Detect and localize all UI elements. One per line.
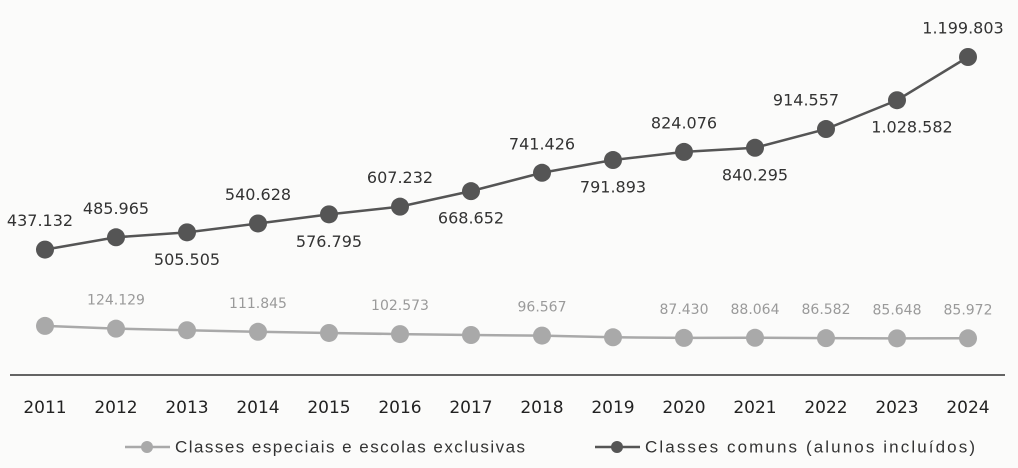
data-point: [675, 328, 693, 347]
x-tick-label: 2017: [449, 398, 492, 418]
data-label: 86.582: [802, 302, 851, 318]
data-point: [533, 163, 551, 182]
data-label: 791.893: [580, 178, 646, 197]
data-point: [675, 142, 693, 161]
data-point: [817, 120, 835, 139]
data-label: 96.567: [518, 300, 567, 316]
x-tick-label: 2014: [236, 398, 279, 418]
x-tick-label: 2020: [662, 398, 705, 418]
data-point: [888, 91, 906, 110]
data-label: 607.232: [367, 168, 433, 187]
x-tick-label: 2024: [946, 398, 989, 418]
data-point: [533, 326, 551, 345]
data-label: 824.076: [651, 113, 717, 132]
data-label: 576.795: [296, 232, 362, 251]
legend-marker: [141, 441, 153, 453]
data-point: [604, 151, 622, 170]
data-label: 124.129: [87, 293, 145, 309]
data-label: 741.426: [509, 134, 575, 153]
data-point: [36, 316, 54, 335]
data-label: 840.295: [722, 165, 788, 184]
data-point: [107, 228, 125, 247]
x-tick-label: 2023: [875, 398, 918, 418]
x-tick-label: 2016: [378, 398, 421, 418]
series-line: [44, 324, 969, 340]
data-label: 485.965: [83, 199, 149, 218]
data-point: [391, 197, 409, 216]
x-tick-label: 2013: [165, 398, 208, 418]
data-point: [178, 223, 196, 242]
data-point: [746, 138, 764, 157]
data-point: [178, 321, 196, 340]
x-tick-label: 2022: [804, 398, 847, 418]
data-label: 85.648: [873, 302, 922, 318]
data-point: [320, 205, 338, 224]
data-point: [36, 240, 54, 259]
data-point: [604, 328, 622, 347]
data-point: [746, 328, 764, 347]
data-point: [817, 329, 835, 348]
data-point: [320, 323, 338, 342]
data-label: 540.628: [225, 185, 291, 204]
data-point: [959, 48, 977, 66]
data-label: 1.199.803: [922, 19, 1003, 38]
legend-marker: [611, 441, 623, 453]
x-tick-label: 2019: [591, 398, 634, 418]
data-point: [107, 319, 125, 338]
data-point: [462, 182, 480, 201]
legend-label: Classes especiais e escolas exclusivas: [175, 437, 525, 456]
data-point: [888, 329, 906, 348]
data-label: 1.028.582: [871, 118, 952, 137]
x-tick-label: 2012: [94, 398, 137, 418]
series-line: [44, 55, 969, 251]
x-tick-label: 2011: [23, 398, 66, 418]
data-label: 914.557: [773, 91, 839, 110]
data-label: 88.064: [731, 302, 780, 318]
data-label: 437.132: [7, 211, 73, 230]
data-point: [391, 325, 409, 344]
x-tick-label: 2021: [733, 398, 776, 418]
data-point: [249, 322, 267, 341]
legend-label: Classes comuns (alunos incluídos): [645, 437, 975, 456]
data-point: [249, 214, 267, 233]
data-label: 102.573: [371, 298, 429, 314]
data-point: [462, 325, 480, 344]
x-tick-label: 2015: [307, 398, 350, 418]
data-label: 87.430: [660, 302, 709, 318]
data-label: 85.972: [944, 302, 993, 318]
data-label: 111.845: [229, 296, 287, 312]
data-label: 668.652: [438, 209, 504, 228]
x-tick-label: 2018: [520, 398, 563, 418]
data-point: [959, 329, 977, 348]
data-label: 505.505: [154, 250, 220, 269]
